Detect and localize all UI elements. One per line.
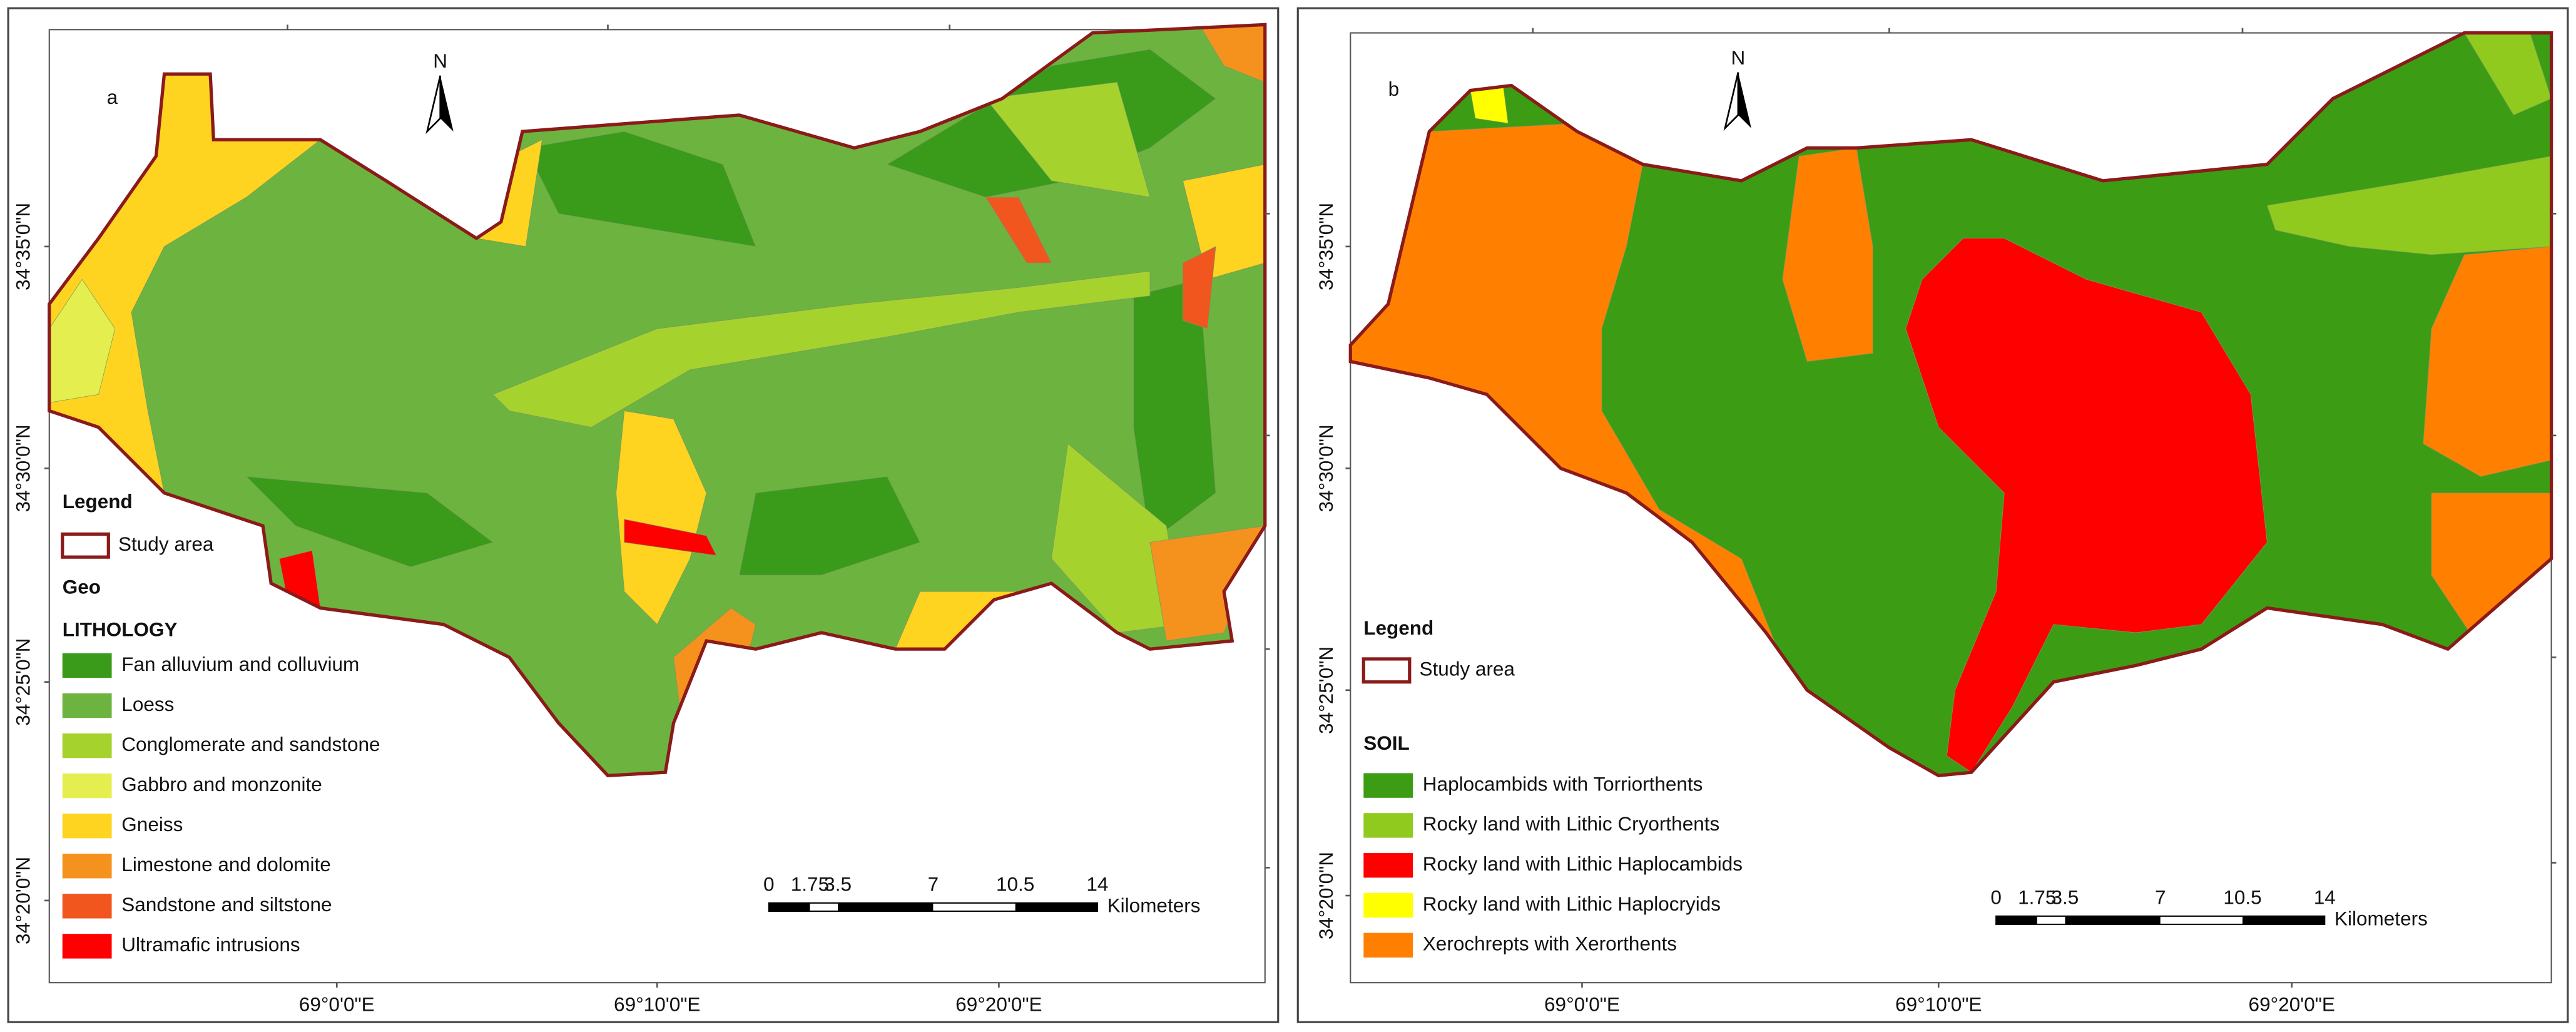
legend-group-title: Geo xyxy=(63,575,101,598)
map-unit xyxy=(49,278,116,403)
scale-label: 3.5 xyxy=(2052,886,2079,909)
longitude-label: 69°20'0"E xyxy=(955,993,1042,1015)
map-unit xyxy=(985,81,1151,198)
scale-label: 14 xyxy=(2314,886,2336,909)
panel-label: a xyxy=(107,86,118,108)
map-unit xyxy=(624,519,717,556)
scale-segment xyxy=(2242,916,2325,924)
legend-label: Ultramafic intrusions xyxy=(121,933,300,956)
legend-swatch xyxy=(62,693,112,718)
longitude-label: 69°10'0"E xyxy=(1895,993,1982,1015)
scale-segment xyxy=(768,902,810,911)
map-unit xyxy=(985,197,1052,263)
north-label: N xyxy=(1731,46,1746,69)
legend-label: Gneiss xyxy=(121,813,183,835)
legend-swatch xyxy=(1363,773,1413,798)
legend-label: Haplocambids with Torriorthents xyxy=(1423,772,1703,795)
legend-label: Conglomerate and sandstone xyxy=(121,733,380,755)
legend-label: Study area xyxy=(118,533,214,555)
scale-label: 7 xyxy=(928,873,939,896)
legend-swatch xyxy=(1363,892,1413,918)
legend-class-title: SOIL xyxy=(1363,732,1410,754)
study-area-outline xyxy=(48,23,1267,778)
latitude-label: 34°35'0"N xyxy=(1315,203,1337,290)
scale-unit: Kilometers xyxy=(1107,894,1201,917)
legend-swatch xyxy=(1363,932,1413,958)
latitude-label: 34°30'0"N xyxy=(1315,424,1337,512)
map-unit xyxy=(1182,164,1265,280)
legend-label: Limestone and dolomite xyxy=(121,853,330,876)
map-unit xyxy=(616,411,707,625)
scale-label: 0 xyxy=(763,873,775,896)
legend-swatch xyxy=(1363,853,1413,878)
legend-title: Legend xyxy=(63,490,133,513)
scale-unit: Kilometers xyxy=(2334,907,2428,930)
latitude-label: 34°30'0"N xyxy=(12,424,34,512)
scale-segment xyxy=(838,902,934,911)
legend-swatch xyxy=(62,773,112,799)
legend-swatch xyxy=(61,532,110,559)
map-unit xyxy=(525,131,756,247)
legend-label: Gabbro and monzonite xyxy=(121,773,322,795)
scale-label: 1.75 xyxy=(791,873,829,896)
north-label: N xyxy=(433,49,447,72)
latitude-label: 34°20'0"N xyxy=(12,857,34,944)
study-area-outline xyxy=(1348,31,2553,778)
legend-swatch xyxy=(62,854,112,879)
map-unit xyxy=(2423,246,2552,477)
scale-label: 1.75 xyxy=(2018,886,2056,909)
latitude-label: 34°20'0"N xyxy=(1315,852,1337,939)
scale-label: 3.5 xyxy=(824,873,852,896)
north-arrow xyxy=(440,75,454,132)
map-unit xyxy=(1199,24,1265,83)
longitude-label: 69°0'0"E xyxy=(299,993,375,1015)
map-panel: b N 34°35'0"N 34°30'0"N 34°25'0"N 34°20'0"N 69… xyxy=(1296,7,2569,1023)
longitude-label: 69°0'0"E xyxy=(1544,993,1620,1015)
scale-segment xyxy=(1015,902,1097,911)
legend-label: Loess xyxy=(121,693,174,715)
scale-segment xyxy=(2065,916,2161,924)
scale-label: 14 xyxy=(1086,873,1108,896)
latitude-label: 34°25'0"N xyxy=(1315,646,1337,734)
latitude-label: 34°35'0"N xyxy=(12,203,34,290)
legend-swatch xyxy=(1363,813,1413,838)
legend-swatch xyxy=(1362,657,1412,684)
map-unit xyxy=(245,476,494,568)
legend-label: Study area xyxy=(1420,658,1515,680)
legend-label: Rocky land with Lithic Haplocryids xyxy=(1423,892,1721,915)
scale-segment xyxy=(1996,916,2037,924)
study-area-fill xyxy=(49,24,1265,776)
scale-label: 7 xyxy=(2155,886,2166,909)
map-unit xyxy=(2266,156,2552,255)
map-unit xyxy=(2463,33,2552,116)
scale-label: 0 xyxy=(1990,886,2002,909)
legend-title: Legend xyxy=(1363,616,1433,639)
map-unit xyxy=(1183,246,1216,329)
legend-label: Rocky land with Lithic Cryorthents xyxy=(1423,812,1719,835)
map-unit xyxy=(739,476,920,576)
scale-label: 10.5 xyxy=(996,873,1034,896)
map-unit xyxy=(1051,443,1183,633)
map-panel: a N 34°35'0"N 34°30'0"N 34°25'0"N 34°20'0"N 69… xyxy=(7,7,1280,1023)
legend-label: Xerochrepts with Xerorthents xyxy=(1423,932,1677,955)
latitude-label: 34°25'0"N xyxy=(12,638,34,726)
panel-label: b xyxy=(1388,78,1400,100)
legend-swatch xyxy=(62,894,112,919)
longitude-label: 69°20'0"E xyxy=(2249,993,2335,1015)
legend-label: Rocky land with Lithic Haplocambids xyxy=(1423,852,1743,875)
map-unit xyxy=(1905,238,2268,773)
legend-swatch xyxy=(62,934,112,959)
legend-swatch xyxy=(62,653,112,678)
legend-swatch xyxy=(62,814,112,839)
scale-label: 10.5 xyxy=(2223,886,2261,909)
legend-label: Sandstone and siltstone xyxy=(121,893,332,916)
legend-swatch xyxy=(62,733,112,759)
map-unit xyxy=(492,270,1151,428)
map-unit xyxy=(1149,525,1265,641)
longitude-label: 69°10'0"E xyxy=(614,993,700,1015)
legend-label: Fan alluvium and colluvium xyxy=(121,653,359,675)
legend-class-title: LITHOLOGY xyxy=(63,618,178,641)
